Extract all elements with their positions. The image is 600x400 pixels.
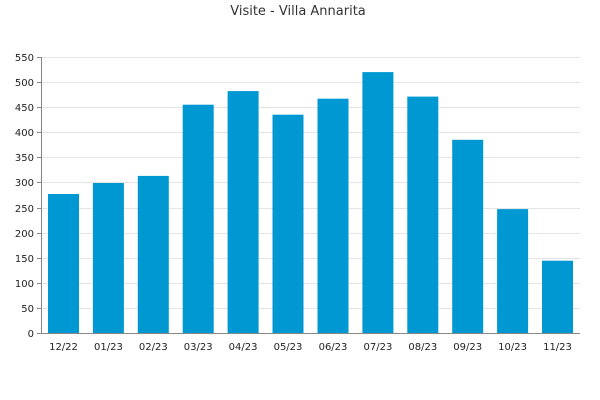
x-tick-label: 04/23 — [229, 342, 258, 353]
bar-07-23 — [362, 72, 394, 333]
bar-05-23 — [272, 114, 304, 333]
y-tick-label: 500 — [15, 78, 34, 89]
x-tick-label: 05/23 — [274, 342, 303, 353]
y-tick-label: 150 — [15, 254, 34, 265]
y-tick-label: 550 — [15, 53, 34, 64]
bar-10-23 — [497, 209, 529, 333]
x-tick-label: 09/23 — [453, 342, 482, 353]
y-tick-label: 450 — [15, 103, 34, 114]
bar-01-23 — [92, 183, 124, 333]
x-tick-label: 06/23 — [319, 342, 348, 353]
y-tick-label: 200 — [15, 229, 34, 240]
axes — [37, 57, 580, 334]
bar-11-23 — [542, 260, 573, 333]
x-tick-label: 01/23 — [94, 342, 123, 353]
x-tick-label: 07/23 — [363, 342, 392, 353]
bar-04-23 — [227, 91, 259, 333]
y-tick-label: 350 — [15, 153, 34, 164]
bar-08-23 — [407, 96, 439, 333]
bar-03-23 — [182, 104, 214, 333]
y-tick-label: 300 — [15, 178, 34, 189]
x-tick-label: 03/23 — [184, 342, 213, 353]
x-tick-label: 12/22 — [49, 342, 78, 353]
y-tick-label: 0 — [28, 329, 34, 340]
gridlines — [41, 57, 580, 309]
bars — [48, 72, 573, 333]
bar-02-23 — [137, 175, 169, 333]
chart-title: Visite - Villa Annarita — [230, 4, 366, 19]
y-tick-label: 100 — [15, 279, 34, 290]
y-axis-tick-labels: 0 50 100 150 200 250 300 350 400 450 500 550 — [15, 53, 34, 340]
y-tick-label: 400 — [15, 128, 34, 139]
y-tick-label: 50 — [21, 304, 34, 315]
x-tick-label: 11/23 — [543, 342, 572, 353]
bar-12-22 — [48, 194, 79, 333]
x-axis-tick-labels: 12/22 01/23 02/23 03/23 04/23 05/23 06/23 07/23… — [49, 342, 572, 353]
y-tick-label: 250 — [15, 204, 34, 215]
x-tick-label: 10/23 — [498, 342, 527, 353]
bar-06-23 — [317, 98, 349, 333]
x-tick-label: 08/23 — [408, 342, 437, 353]
bar-09-23 — [452, 139, 484, 333]
x-tick-label: 02/23 — [139, 342, 168, 353]
